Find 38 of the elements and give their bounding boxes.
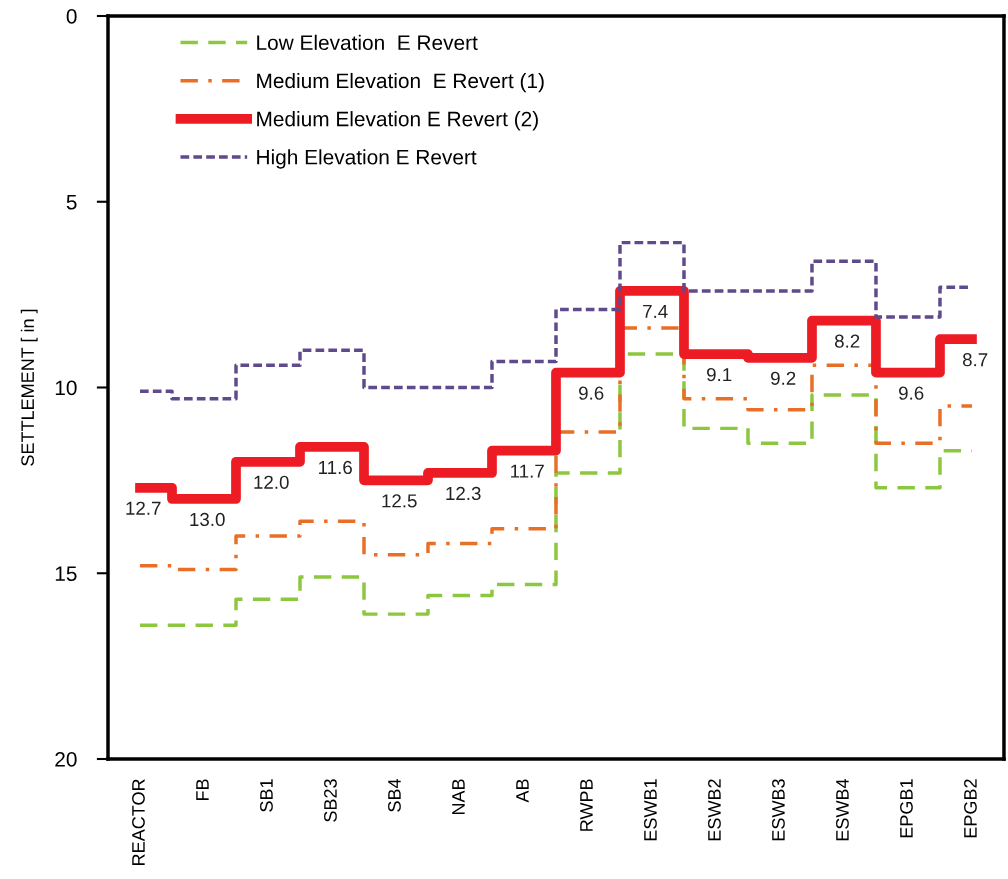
x-tick-label: SB4	[388, 778, 401, 812]
data-label: 11.7	[511, 464, 544, 478]
x-tick-label: ESWB4	[836, 778, 849, 841]
x-tick-label: SB23	[324, 779, 337, 822]
y-tick-label: 10	[55, 380, 77, 396]
x-tick-label: EPGB1	[900, 779, 913, 838]
legend-label: Medium Elevation E Revert (2)	[257, 111, 538, 131]
x-tick-label: ESWB3	[772, 779, 785, 841]
data-label: 13.0	[190, 512, 225, 527]
y-tick-label: 5	[66, 194, 77, 210]
data-label: 9.2	[771, 371, 796, 385]
data-label: 12.7	[126, 501, 161, 515]
x-tick-label: RWPB	[580, 779, 593, 831]
data-label: 9.6	[899, 386, 924, 400]
data-label: 12.0	[254, 475, 289, 489]
x-tick-label: NAB	[452, 779, 465, 815]
x-tick-label: EPGB2	[964, 779, 977, 838]
y-tick-label: 0	[66, 9, 77, 24]
y-tick-label: 20	[55, 752, 77, 767]
data-label: 7.4	[643, 304, 668, 318]
data-label: 9.6	[579, 386, 604, 400]
data-label: 12.5	[382, 494, 417, 508]
data-label: 12.3	[446, 486, 481, 501]
y-tick-label: 15	[55, 566, 77, 581]
x-tick-label: FB	[196, 779, 209, 801]
x-tick-label: SB1	[260, 779, 273, 812]
legend-label: Low Elevation E Revert	[257, 34, 478, 51]
data-label: 11.6	[319, 460, 352, 475]
x-tick-label: AB	[516, 779, 529, 803]
data-label: 9.1	[707, 367, 732, 382]
x-tick-label: REACTOR	[132, 779, 145, 865]
data-label: 8.7	[962, 353, 988, 367]
x-tick-label: ESWB2	[708, 779, 721, 841]
legend-label: High Elevation E Revert	[257, 149, 477, 169]
x-tick-label: ESWB1	[644, 779, 657, 841]
legend-label: Medium Elevation E Revert (1)	[257, 72, 544, 93]
y-axis-title: SETTLEMENT [ in ]	[20, 309, 38, 466]
data-label: 8.2	[834, 334, 860, 348]
